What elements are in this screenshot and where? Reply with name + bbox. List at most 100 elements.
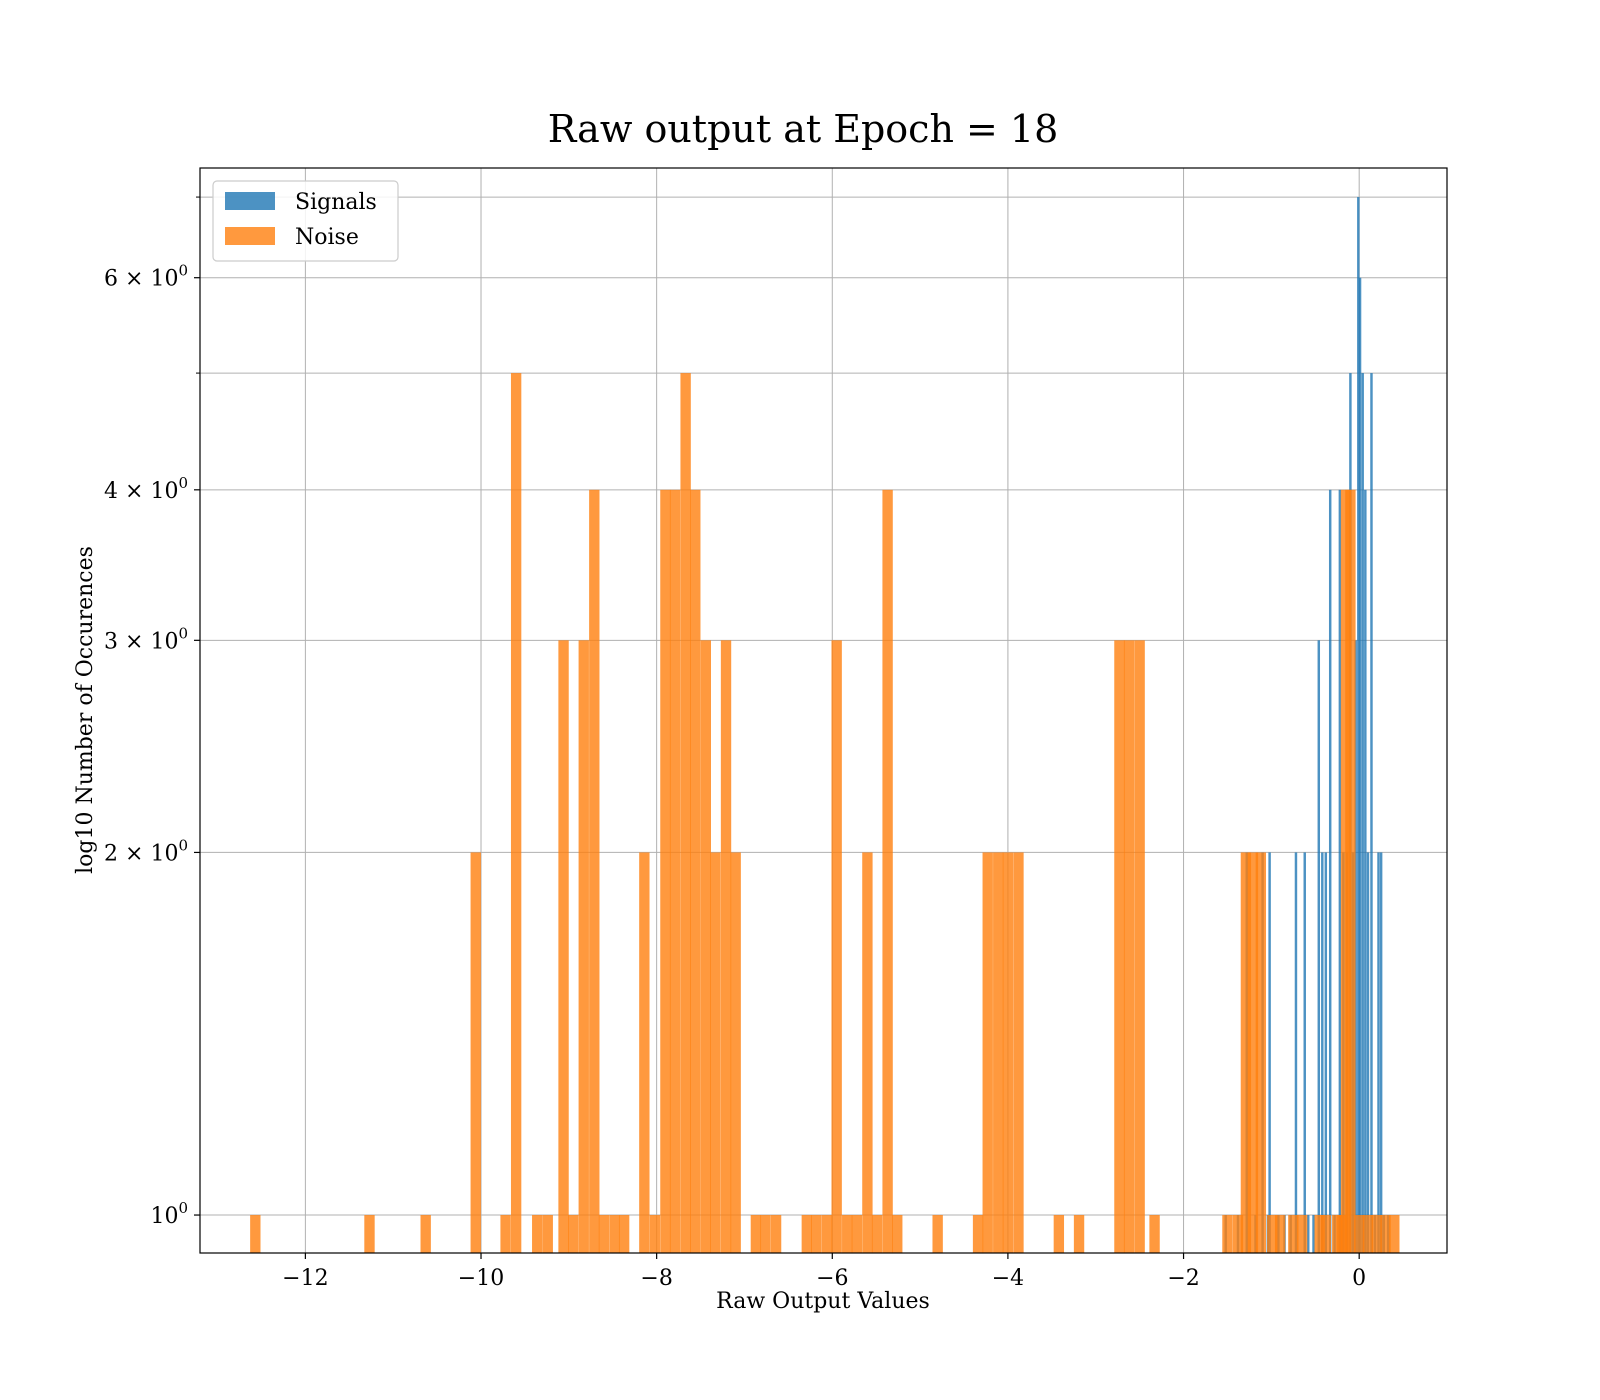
y-axis-ticks: 100 2 × 100 3 × 100 4 × 100 6 × 100 <box>104 196 200 1229</box>
bar-noise <box>1073 1215 1085 1253</box>
bar-noise <box>1296 1215 1308 1253</box>
x-tick-label: −4 <box>992 1266 1024 1291</box>
x-axis-ticks: −12 −10 −8 −6 −4 −2 0 <box>282 1253 1366 1291</box>
bar-noise <box>250 1215 261 1253</box>
bars <box>250 197 1400 1254</box>
bar-signals <box>1366 852 1370 1253</box>
grid <box>200 168 1447 1253</box>
bar-noise <box>851 1215 863 1253</box>
bar-noise <box>1013 852 1024 1253</box>
bar-signals <box>1377 852 1380 1253</box>
bar-signals <box>1358 277 1362 1254</box>
bar-noise <box>500 1215 511 1253</box>
bar-signals <box>1364 489 1367 1253</box>
bar-noise <box>770 1215 782 1253</box>
bar-noise <box>578 640 589 1253</box>
plot-frame <box>199 167 1448 1254</box>
bar-noise <box>1345 489 1356 1253</box>
bar-noise <box>510 373 522 1254</box>
y-axis-label: log10 Number of Occurences <box>73 546 98 874</box>
bar-noise <box>532 1215 543 1253</box>
bar-signals <box>1354 640 1357 1253</box>
bar-noise <box>720 640 732 1253</box>
bar-signals <box>1303 852 1306 1253</box>
bar-noise <box>364 1215 375 1253</box>
y-tick-label: 3 × 100 <box>104 624 188 654</box>
bar-noise <box>680 373 691 1254</box>
legend-swatch-noise <box>225 227 275 245</box>
y-tick-label: 4 × 100 <box>104 474 188 504</box>
bar-noise <box>1371 1215 1382 1253</box>
bar-noise <box>420 1215 431 1253</box>
bar-noise <box>892 1215 903 1253</box>
bar-signals <box>1321 852 1324 1253</box>
bar-signals <box>1357 197 1360 1253</box>
bar-noise <box>558 640 569 1253</box>
x-tick-label: 0 <box>1352 1266 1366 1291</box>
bar-noise <box>1222 1215 1233 1253</box>
y-tick-label: 6 × 100 <box>104 262 188 292</box>
bar-signals <box>1268 852 1271 1253</box>
bar-noise <box>1320 1215 1331 1253</box>
bar-noise <box>1314 1215 1325 1253</box>
bar-noise <box>862 852 873 1253</box>
x-axis-label: Raw Output Values <box>716 1289 930 1314</box>
bar-signals <box>1324 852 1328 1253</box>
bar-noise <box>649 1215 661 1253</box>
bar-noise <box>750 1215 762 1253</box>
bar-signals <box>1294 852 1298 1253</box>
x-tick-label: −8 <box>640 1266 672 1291</box>
bar-noise <box>831 640 842 1253</box>
x-tick-label: −2 <box>1167 1266 1199 1291</box>
bar-noise <box>618 1215 630 1253</box>
legend-label-signals: Signals <box>295 190 377 215</box>
legend-swatch-signals <box>225 192 275 210</box>
y-tick-label: 2 × 100 <box>104 836 188 866</box>
bar-noise <box>842 1215 853 1253</box>
bar-noise <box>1149 1215 1160 1253</box>
bar-noise <box>993 852 1004 1253</box>
bar-noise <box>811 1215 822 1253</box>
bar-signals <box>1379 852 1383 1253</box>
bar-noise <box>609 1215 620 1253</box>
bar-noise <box>639 852 650 1253</box>
bar-noise <box>882 489 893 1253</box>
bar-noise <box>1232 1215 1244 1253</box>
bar-noise <box>700 640 711 1253</box>
bar-noise <box>760 1215 771 1253</box>
bar-signals <box>1338 489 1342 1253</box>
bar-signals <box>1312 1215 1315 1253</box>
bar-noise <box>598 1215 610 1253</box>
bar-noise <box>821 1215 833 1253</box>
bar-noise <box>1362 1215 1374 1253</box>
bar-noise <box>1240 852 1252 1253</box>
bar-noise <box>1288 1215 1299 1253</box>
bar-noise <box>1255 852 1267 1253</box>
bar-noise <box>932 1215 943 1253</box>
bar-noise <box>1123 640 1135 1253</box>
bar-noise <box>1053 1215 1065 1253</box>
bar-noise <box>710 852 721 1253</box>
bar-noise <box>690 489 701 1253</box>
bar-noise <box>542 1215 553 1253</box>
bar-signals <box>1307 1215 1310 1253</box>
x-tick-label: −10 <box>458 1266 504 1291</box>
bar-noise <box>1389 1215 1400 1253</box>
bar-noise <box>1267 1215 1278 1253</box>
legend: Signals Noise <box>212 180 399 262</box>
bar-signals <box>1317 640 1321 1253</box>
bar-noise <box>589 489 600 1253</box>
bar-noise <box>1274 1215 1286 1253</box>
legend-label-noise: Noise <box>295 225 359 250</box>
bar-noise <box>982 852 993 1253</box>
bar-noise <box>801 1215 812 1253</box>
bar-signals <box>1328 489 1332 1253</box>
chart-title: Raw output at Epoch = 18 <box>548 107 1059 151</box>
x-tick-label: −6 <box>816 1266 848 1291</box>
bar-signals <box>1370 373 1373 1254</box>
bar-noise <box>1247 852 1259 1253</box>
bar-noise <box>1002 852 1014 1253</box>
bar-noise <box>568 1215 579 1253</box>
bar-noise <box>1354 1215 1365 1253</box>
